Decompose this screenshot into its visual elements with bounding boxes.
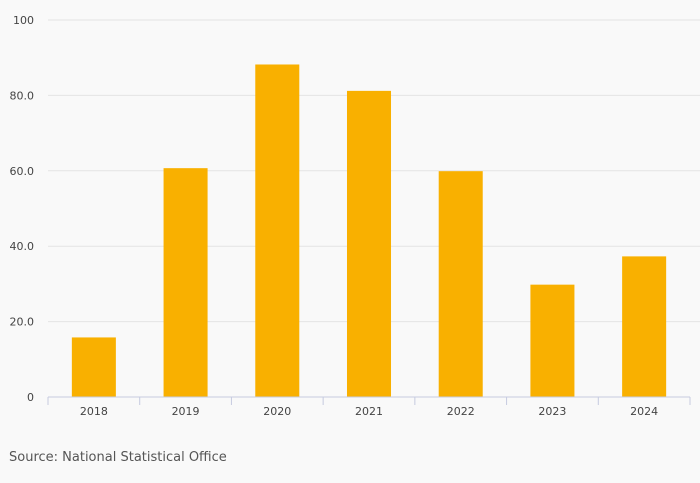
x-tick-label: 2023 <box>538 405 566 418</box>
source-note: Source: National Statistical Office <box>9 450 227 465</box>
x-tick-label: 2018 <box>80 405 108 418</box>
x-tick-label: 2020 <box>263 405 291 418</box>
bar-2022 <box>438 171 483 397</box>
y-tick-labels: 0 20.0 40.0 60.0 80.0 100 <box>10 14 35 404</box>
bar-chart: 0 20.0 40.0 60.0 80.0 100 2018 2019 2020 2021 202… <box>10 14 700 418</box>
x-tick-label: 2021 <box>355 405 383 418</box>
bar-2024 <box>622 256 667 397</box>
x-tick-label: 2019 <box>172 405 200 418</box>
bar-2023 <box>530 284 575 397</box>
bar-2018 <box>71 337 116 397</box>
y-tick-label: 80.0 <box>10 89 35 102</box>
x-tick-labels: 2018 2019 2020 2021 2022 2023 2024 <box>80 405 658 418</box>
bar-2020 <box>255 64 300 398</box>
y-tick-label: 40.0 <box>10 240 35 253</box>
bar-2019 <box>163 168 208 397</box>
x-tick-label: 2024 <box>630 405 658 418</box>
y-tick-label: 100 <box>13 14 34 27</box>
y-tick-label: 0 <box>27 391 34 404</box>
x-tick-label: 2022 <box>447 405 475 418</box>
y-tick-label: 60.0 <box>10 165 35 178</box>
bar-2021 <box>346 90 392 397</box>
bars <box>71 64 667 398</box>
x-tick-marks <box>47 397 691 405</box>
y-tick-label: 20.0 <box>10 316 35 329</box>
